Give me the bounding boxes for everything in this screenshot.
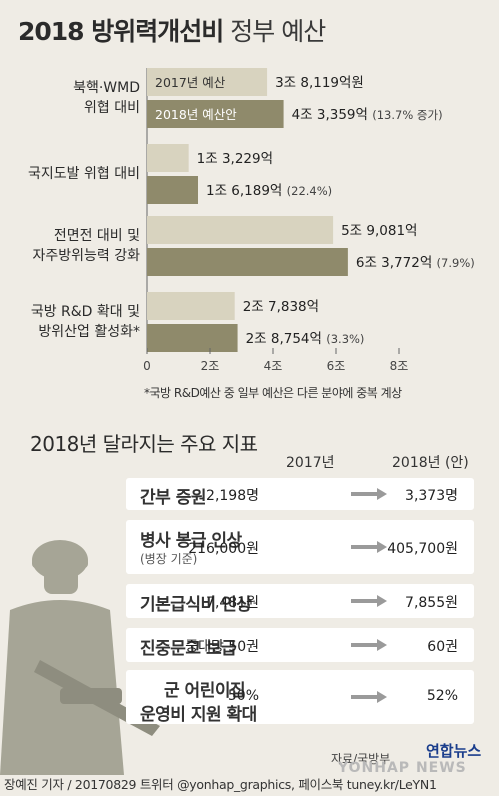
yonhap-logo: 연합뉴스	[426, 742, 482, 760]
legend-2017: 2017년 예산	[155, 75, 226, 90]
indicator-label: 병사 봉급 인상	[140, 531, 242, 551]
value-label-2017: 5조 9,081억	[341, 223, 417, 239]
indicator-row: 기본급식비 인상 7,481원 7,855원	[126, 584, 474, 618]
x-tick-label: 6조	[327, 359, 346, 373]
title-bold: 2018 방위력개선비	[18, 17, 224, 46]
category-label: 북핵·WMD	[73, 80, 140, 96]
arrow-right-icon	[351, 595, 387, 607]
value-label-2018: 6조 3,772억 (7.9%)	[356, 255, 475, 271]
indicator-label: 진중문고 보급	[140, 639, 237, 659]
indicator-label: 간부 증원	[140, 488, 206, 508]
watermark: YONHAP NEWS	[338, 760, 467, 776]
credit-line: 장예진 기자 / 20170829 트위터 @yonhap_graphics, …	[4, 777, 437, 792]
bar-2018	[147, 324, 238, 352]
x-tick-label: 2조	[201, 359, 220, 373]
indicator-row: 병사 봉급 인상 (병장 기준) 216,000원 405,700원	[126, 520, 474, 574]
category-label: 국방 R&D 확대 및	[31, 304, 140, 320]
indicator-label: 운영비 지원 확대	[140, 705, 257, 725]
arrow-right-icon	[351, 691, 387, 703]
category-label: 전면전 대비 및	[54, 228, 140, 244]
value-2018: 7,855원	[405, 595, 458, 611]
value-2017: 중대당 50권	[185, 639, 259, 655]
arrow-right-icon	[351, 488, 387, 500]
value-2017: 216,000원	[188, 541, 259, 557]
bar-2018	[147, 100, 284, 128]
x-tick-label: 4조	[264, 359, 283, 373]
percent-change: (22.4%)	[287, 184, 333, 198]
bar-2018	[147, 248, 348, 276]
value-label-2018: 1조 6,189억 (22.4%)	[206, 183, 332, 199]
arrow-right-icon	[351, 541, 387, 553]
value-label-2017: 1조 3,229억	[197, 151, 273, 167]
x-tick-label: 0	[143, 359, 151, 373]
bar-2017	[147, 144, 189, 172]
legend-2018: 2018년 예산안	[155, 107, 237, 122]
bar-2017	[147, 292, 235, 320]
title-sub: 정부 예산	[230, 17, 326, 46]
percent-change: (13.7% 증가)	[372, 108, 442, 122]
x-tick-label: 8조	[390, 359, 409, 373]
indicator-label: 군 어린이집	[164, 681, 246, 701]
source-label: 자료/국방부	[331, 752, 391, 766]
value-label-2018: 4조 3,359억 (13.7% 증가)	[292, 107, 443, 123]
value-2018: 405,700원	[387, 541, 458, 557]
col-2017-header: 2017년	[286, 455, 335, 471]
category-label: 방위산업 활성화*	[38, 324, 140, 340]
value-label-2017: 2조 7,838억	[243, 299, 319, 315]
category-label: 국지도발 위협 대비	[28, 166, 140, 182]
arrow-right-icon	[351, 639, 387, 651]
value-2018: 52%	[426, 688, 458, 704]
value-2018: 60권	[427, 639, 458, 655]
indicator-row: 진중문고 보급 중대당 50권 60권	[126, 628, 474, 662]
value-2018: 3,373명	[405, 488, 458, 504]
category-label: 위협 대비	[84, 100, 140, 116]
bar-chart: 북핵·WMD 위협 대비 2017년 예산 2018년 예산안 3조 8,119억원 4조…	[28, 68, 475, 373]
page-title: 2018 방위력개선비 정부 예산	[18, 12, 326, 48]
percent-change: (3.3%)	[326, 332, 364, 346]
indicator-label: 기본급식비 인상	[140, 595, 252, 615]
value-2017: 50%	[227, 688, 259, 704]
col-2018-header: 2018년 (안)	[392, 455, 469, 471]
value-label-2017: 3조 8,119억원	[275, 75, 364, 91]
bar-2017	[147, 216, 334, 244]
indicators-heading: 2018년 달라지는 주요 지표	[30, 432, 258, 456]
category-label: 자주방위능력 강화	[33, 248, 141, 264]
bar-2017	[147, 68, 268, 96]
value-2017: 7,481원	[206, 595, 259, 611]
indicator-sublabel: (병장 기준)	[140, 552, 198, 566]
percent-change: (7.9%)	[437, 256, 475, 270]
bar-2018	[147, 176, 198, 204]
footnote: *국방 R&D예산 중 일부 예산은 다른 분야에 중복 계상	[144, 386, 402, 400]
value-2017: 2,198명	[206, 488, 259, 504]
value-label-2018: 2조 8,754억 (3.3%)	[246, 331, 365, 347]
indicator-row: 간부 증원 2,198명 3,373명	[126, 478, 474, 510]
